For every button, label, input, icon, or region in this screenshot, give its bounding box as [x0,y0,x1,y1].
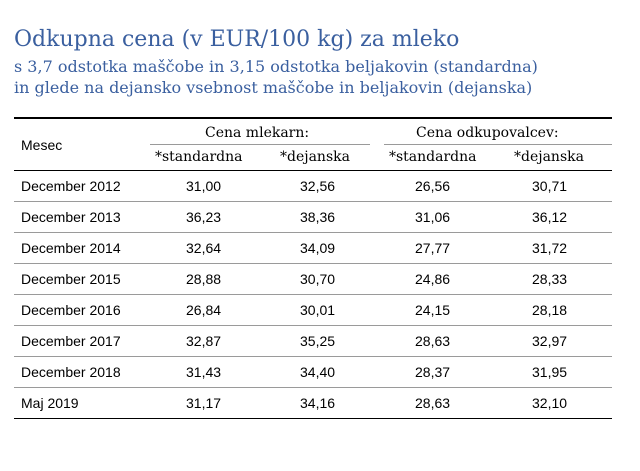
cell-dairies-actual: 35,25 [300,333,336,349]
row-divider [14,232,612,233]
cell-buyers-actual: 32,97 [532,333,568,349]
cell-dairies-actual: 34,09 [300,240,336,256]
cell-buyers-standard: 24,86 [415,271,451,287]
subtitle-line-1: s 3,7 odstotka maščobe in 3,15 odstotka … [14,57,538,76]
row-month: December 2016 [21,302,121,318]
cell-buyers-actual: 31,72 [532,240,568,256]
page-title: Odkupna cena (v EUR/100 kg) za mleko [14,27,460,52]
cell-dairies-standard: 31,43 [186,364,222,380]
cell-dairies-actual: 32,56 [300,178,336,194]
row-month: December 2017 [21,333,121,349]
column-header-dairies-standard: *standardna [155,149,243,165]
row-month: Maj 2019 [21,395,79,411]
cell-buyers-standard: 27,77 [415,240,451,256]
cell-dairies-standard: 28,88 [186,271,222,287]
cell-dairies-standard: 31,00 [186,178,222,194]
group-header-buyers: Cena odkupovalcev: [416,125,559,141]
cell-buyers-standard: 24,15 [415,302,451,318]
group-header-dairies: Cena mlekarn: [205,125,310,141]
column-header-buyers-actual: *dejanska [514,149,584,165]
header-bottom-rule [14,170,612,171]
row-month: December 2018 [21,364,121,380]
cell-dairies-standard: 32,87 [186,333,222,349]
row-divider [14,201,612,202]
table-top-rule [14,117,612,119]
cell-buyers-actual: 28,18 [532,302,568,318]
row-month: December 2015 [21,271,121,287]
cell-dairies-standard: 31,17 [186,395,222,411]
cell-buyers-actual: 31,95 [532,364,568,380]
cell-buyers-standard: 26,56 [415,178,451,194]
row-month: December 2013 [21,209,121,225]
cell-buyers-actual: 32,10 [532,395,568,411]
subtitle-line-2: in glede na dejansko vsebnost maščobe in… [14,78,533,97]
cell-buyers-standard: 28,37 [415,364,451,380]
row-month: December 2014 [21,240,121,256]
group-divider-buyers [384,144,612,145]
cell-dairies-standard: 26,84 [186,302,222,318]
cell-buyers-actual: 30,71 [532,178,568,194]
row-divider [14,387,612,388]
cell-dairies-actual: 38,36 [300,209,336,225]
cell-buyers-actual: 36,12 [532,209,568,225]
group-divider-dairies [150,144,370,145]
cell-dairies-standard: 32,64 [186,240,222,256]
column-header-month: Mesec [21,137,63,153]
column-header-dairies-actual: *dejanska [280,149,350,165]
cell-dairies-actual: 30,70 [300,271,336,287]
cell-dairies-actual: 30,01 [300,302,336,318]
column-header-buyers-standard: *standardna [389,149,477,165]
cell-dairies-standard: 36,23 [186,209,222,225]
cell-dairies-actual: 34,16 [300,395,336,411]
cell-buyers-standard: 28,63 [415,333,451,349]
cell-buyers-standard: 28,63 [415,395,451,411]
row-divider [14,294,612,295]
cell-buyers-actual: 28,33 [532,271,568,287]
cell-dairies-actual: 34,40 [300,364,336,380]
row-divider [14,356,612,357]
table-bottom-rule [14,418,612,419]
row-divider [14,263,612,264]
row-month: December 2012 [21,178,121,194]
row-divider [14,325,612,326]
cell-buyers-standard: 31,06 [415,209,451,225]
